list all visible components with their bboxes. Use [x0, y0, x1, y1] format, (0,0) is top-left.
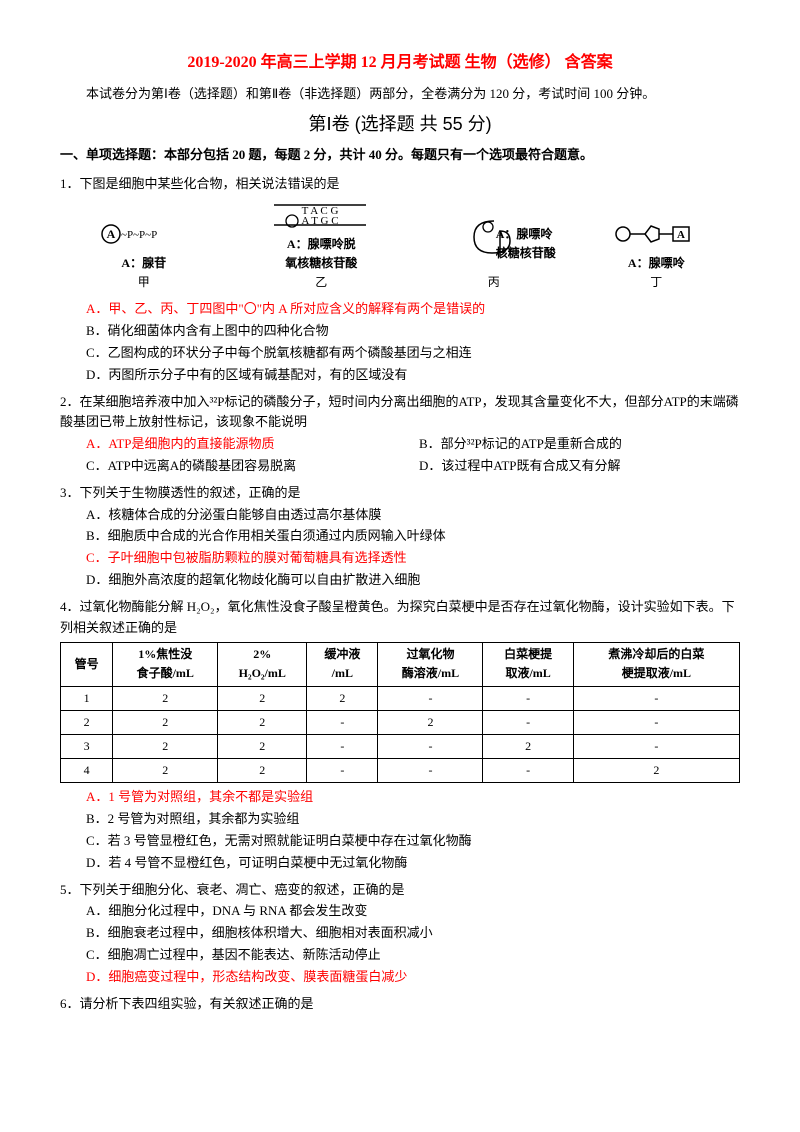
table-header: 2% H₂O₂/mL: [218, 643, 307, 686]
table-cell: 1: [61, 686, 113, 710]
q4-opt-d: D．若 4 号管不显橙红色，可证明白菜梗中无过氧化物酶: [86, 853, 740, 874]
table-cell: 3: [61, 735, 113, 759]
question-2: 2．在某细胞培养液中加入³²P标记的磷酸分子，短时间内分离出细胞的ATP，发现其…: [60, 392, 740, 477]
q5-opt-b: B．细胞衰老过程中，细胞核体积增大、细胞相对表面积减小: [86, 923, 740, 944]
diagram-yi: T A C G A T G C A：腺嘌呤脱 氧核糖核苷酸 乙: [266, 199, 376, 293]
table-header: 煮沸冷却后的白菜 梗提取液/mL: [573, 643, 739, 686]
q3-opt-c: C．子叶细胞中包被脂肪颗粒的膜对葡萄糖具有选择透性: [86, 548, 740, 569]
nucleotide-icon: A: [611, 218, 701, 252]
atp-icon: A ~P~P~P: [99, 220, 189, 252]
table-header: 过氧化物 酶溶液/mL: [378, 643, 483, 686]
exam-title: 2019-2020 年高三上学期 12 月月考试题 生物（选修） 含答案: [60, 50, 740, 76]
table-cell: -: [378, 759, 483, 783]
q1-diagrams: A ~P~P~P A：腺苷 甲 T A C G A T G C A：腺嘌呤脱 氧…: [60, 195, 740, 299]
svg-text:A T G C: A T G C: [302, 215, 339, 227]
section1-title: 第Ⅰ卷 (选择题 共 55 分): [60, 110, 740, 139]
table-cell: 2: [61, 710, 113, 734]
q1-opt-c: C．乙图构成的环状分子中每个脱氧核糖都有两个磷酸基团与之相连: [86, 343, 740, 364]
table-cell: 2: [218, 710, 307, 734]
bing-label: A：腺嘌呤 核糖核苷酸: [496, 225, 576, 263]
jia-label: A：腺苷: [99, 254, 189, 273]
q3-opt-a: A．核糖体合成的分泌蛋白能够自由透过高尔基体膜: [86, 505, 740, 526]
table-cell: 2: [113, 735, 218, 759]
yi-name: 乙: [266, 273, 376, 292]
svg-text:A: A: [677, 229, 685, 241]
table-row: 422---2: [61, 759, 740, 783]
table-header: 缓冲液 /mL: [307, 643, 378, 686]
table-row: 322--2-: [61, 735, 740, 759]
table-header: 1%焦性没 食子酸/mL: [113, 643, 218, 686]
q3-opt-b: B．细胞质中合成的光合作用相关蛋白须通过内质网输入叶绿体: [86, 526, 740, 547]
q2-stem: 2．在某细胞培养液中加入³²P标记的磷酸分子，短时间内分离出细胞的ATP，发现其…: [60, 392, 740, 434]
table-cell: 2: [113, 686, 218, 710]
table-cell: 2: [483, 735, 573, 759]
table-cell: -: [307, 710, 378, 734]
bing-name: 丙: [454, 273, 534, 292]
q1-opt-b: B．硝化细菌体内含有上图中的四种化合物: [86, 321, 740, 342]
table-cell: -: [378, 686, 483, 710]
ding-name: 丁: [611, 273, 701, 292]
ding-label: A：腺嘌呤: [611, 254, 701, 273]
table-cell: -: [483, 710, 573, 734]
table-cell: 2: [113, 710, 218, 734]
table-cell: 2: [218, 759, 307, 783]
q3-stem: 3．下列关于生物膜透性的叙述，正确的是: [60, 483, 740, 504]
table-cell: -: [307, 759, 378, 783]
q4-table: 管号1%焦性没 食子酸/mL2% H₂O₂/mL缓冲液 /mL过氧化物 酶溶液/…: [60, 642, 740, 783]
q1-stem: 1．下图是细胞中某些化合物，相关说法错误的是: [60, 174, 740, 195]
q2-opt-b: B．部分³²P标记的ATP是重新合成的: [419, 434, 740, 455]
section1-subtitle: 一、单项选择题：本部分包括 20 题，每题 2 分，共计 40 分。每题只有一个…: [60, 145, 740, 166]
yi-label: A：腺嘌呤脱 氧核糖核苷酸: [266, 235, 376, 273]
q5-opt-c: C．细胞凋亡过程中，基因不能表达、新陈活动停止: [86, 945, 740, 966]
q4-opt-b: B．2 号管为对照组，其余都为实验组: [86, 809, 740, 830]
table-cell: -: [573, 735, 739, 759]
table-header: 白菜梗提 取液/mL: [483, 643, 573, 686]
table-cell: 2: [218, 686, 307, 710]
table-cell: 2: [218, 735, 307, 759]
q2-opt-d: D．该过程中ATP既有合成又有分解: [419, 456, 740, 477]
table-cell: 2: [113, 759, 218, 783]
q4-stem: 4．过氧化物酶能分解 H₂O₂，氧化焦性没食子酸呈橙黄色。为探究白菜梗中是否存在…: [60, 597, 740, 639]
question-1: 1．下图是细胞中某些化合物，相关说法错误的是 A ~P~P~P A：腺苷 甲 T…: [60, 174, 740, 386]
question-4: 4．过氧化物酶能分解 H₂O₂，氧化焦性没食子酸呈橙黄色。为探究白菜梗中是否存在…: [60, 597, 740, 874]
question-3: 3．下列关于生物膜透性的叙述，正确的是 A．核糖体合成的分泌蛋白能够自由透过高尔…: [60, 483, 740, 591]
table-row: 1222---: [61, 686, 740, 710]
table-cell: -: [483, 686, 573, 710]
table-cell: 2: [573, 759, 739, 783]
q4-opt-a: A．1 号管为对照组，其余不都是实验组: [86, 787, 740, 808]
question-6: 6．请分析下表四组实验，有关叙述正确的是: [60, 994, 740, 1015]
table-row: 222-2--: [61, 710, 740, 734]
svg-text:A: A: [106, 227, 115, 241]
diagram-ding: A A：腺嘌呤 丁: [611, 218, 701, 292]
table-cell: -: [573, 710, 739, 734]
jia-name: 甲: [99, 273, 189, 292]
q5-opt-d: D．细胞癌变过程中，形态结构改变、膜表面糖蛋白减少: [86, 967, 740, 988]
table-cell: 2: [378, 710, 483, 734]
dna-seq-icon: T A C G A T G C: [266, 199, 376, 233]
question-5: 5．下列关于细胞分化、衰老、凋亡、癌变的叙述，正确的是 A．细胞分化过程中，DN…: [60, 880, 740, 988]
table-cell: 2: [307, 686, 378, 710]
diagram-jia: A ~P~P~P A：腺苷 甲: [99, 220, 189, 292]
table-cell: -: [378, 735, 483, 759]
q1-opt-a: A．甲、乙、丙、丁四图中"〇"内 A 所对应含义的解释有两个是错误的: [86, 299, 740, 320]
q1-opt-d: D．丙图所示分子中有的区域有碱基配对，有的区域没有: [86, 365, 740, 386]
q3-opt-d: D．细胞外高浓度的超氧化物歧化酶可以自由扩散进入细胞: [86, 570, 740, 591]
q2-opt-c: C．ATP中远离A的磷酸基团容易脱离: [86, 456, 407, 477]
q4-opt-c: C．若 3 号管显橙红色，无需对照就能证明白菜梗中存在过氧化物酶: [86, 831, 740, 852]
diagram-bing: A：腺嘌呤 核糖核苷酸 丙: [454, 217, 534, 293]
svg-text:~P~P~P: ~P~P~P: [121, 229, 157, 241]
table-cell: -: [307, 735, 378, 759]
table-cell: -: [573, 686, 739, 710]
q5-opt-a: A．细胞分化过程中，DNA 与 RNA 都会发生改变: [86, 901, 740, 922]
table-header: 管号: [61, 643, 113, 686]
exam-intro: 本试卷分为第Ⅰ卷（选择题）和第Ⅱ卷（非选择题）两部分，全卷满分为 120 分，考…: [60, 84, 740, 105]
table-cell: 4: [61, 759, 113, 783]
table-cell: -: [483, 759, 573, 783]
q6-stem: 6．请分析下表四组实验，有关叙述正确的是: [60, 994, 740, 1015]
q5-stem: 5．下列关于细胞分化、衰老、凋亡、癌变的叙述，正确的是: [60, 880, 740, 901]
q2-opt-a: A．ATP是细胞内的直接能源物质: [86, 434, 407, 455]
